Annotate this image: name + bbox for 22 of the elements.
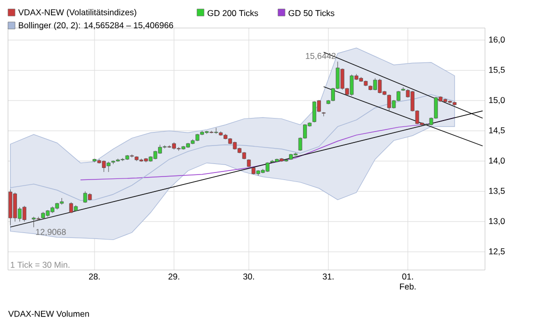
legend-label: Bollinger (20, 2): 14,565284 – 15,406966 — [18, 22, 174, 30]
x-tick-label: 30. — [243, 274, 254, 280]
y-tick-label: 13,5 — [489, 188, 505, 195]
y-tick-label: 15,5 — [489, 66, 505, 74]
line-series — [80, 117, 455, 180]
y-tick-label: 16,0 — [489, 36, 505, 44]
x-tick-label: 28. — [89, 274, 100, 280]
legend-label: GD 50 Ticks — [288, 10, 334, 16]
y-tick-label: 14,5 — [489, 127, 505, 134]
x-tick-label: 01. Feb. — [400, 274, 416, 290]
text: VDAX-NEW Volumen — [8, 310, 89, 317]
annotation: 1 Tick = 30 Min. — [10, 262, 70, 268]
y-tick-label: 14,0 — [489, 158, 505, 165]
y-tick-label: 15,0 — [489, 97, 505, 104]
x-tick-label: 29. — [168, 274, 180, 280]
legend-label: VDAX-NEW (Volatilitätsindizes) — [18, 9, 136, 17]
annotation: 15,6442 — [306, 52, 336, 60]
legend-label: GD 200 Ticks — [208, 10, 258, 16]
y-tick-label: 13,0 — [489, 218, 505, 226]
annotation: 12,9068 — [36, 228, 66, 236]
y-tick-label: 12,5 — [489, 248, 505, 256]
x-tick-label: 31. — [322, 274, 334, 280]
